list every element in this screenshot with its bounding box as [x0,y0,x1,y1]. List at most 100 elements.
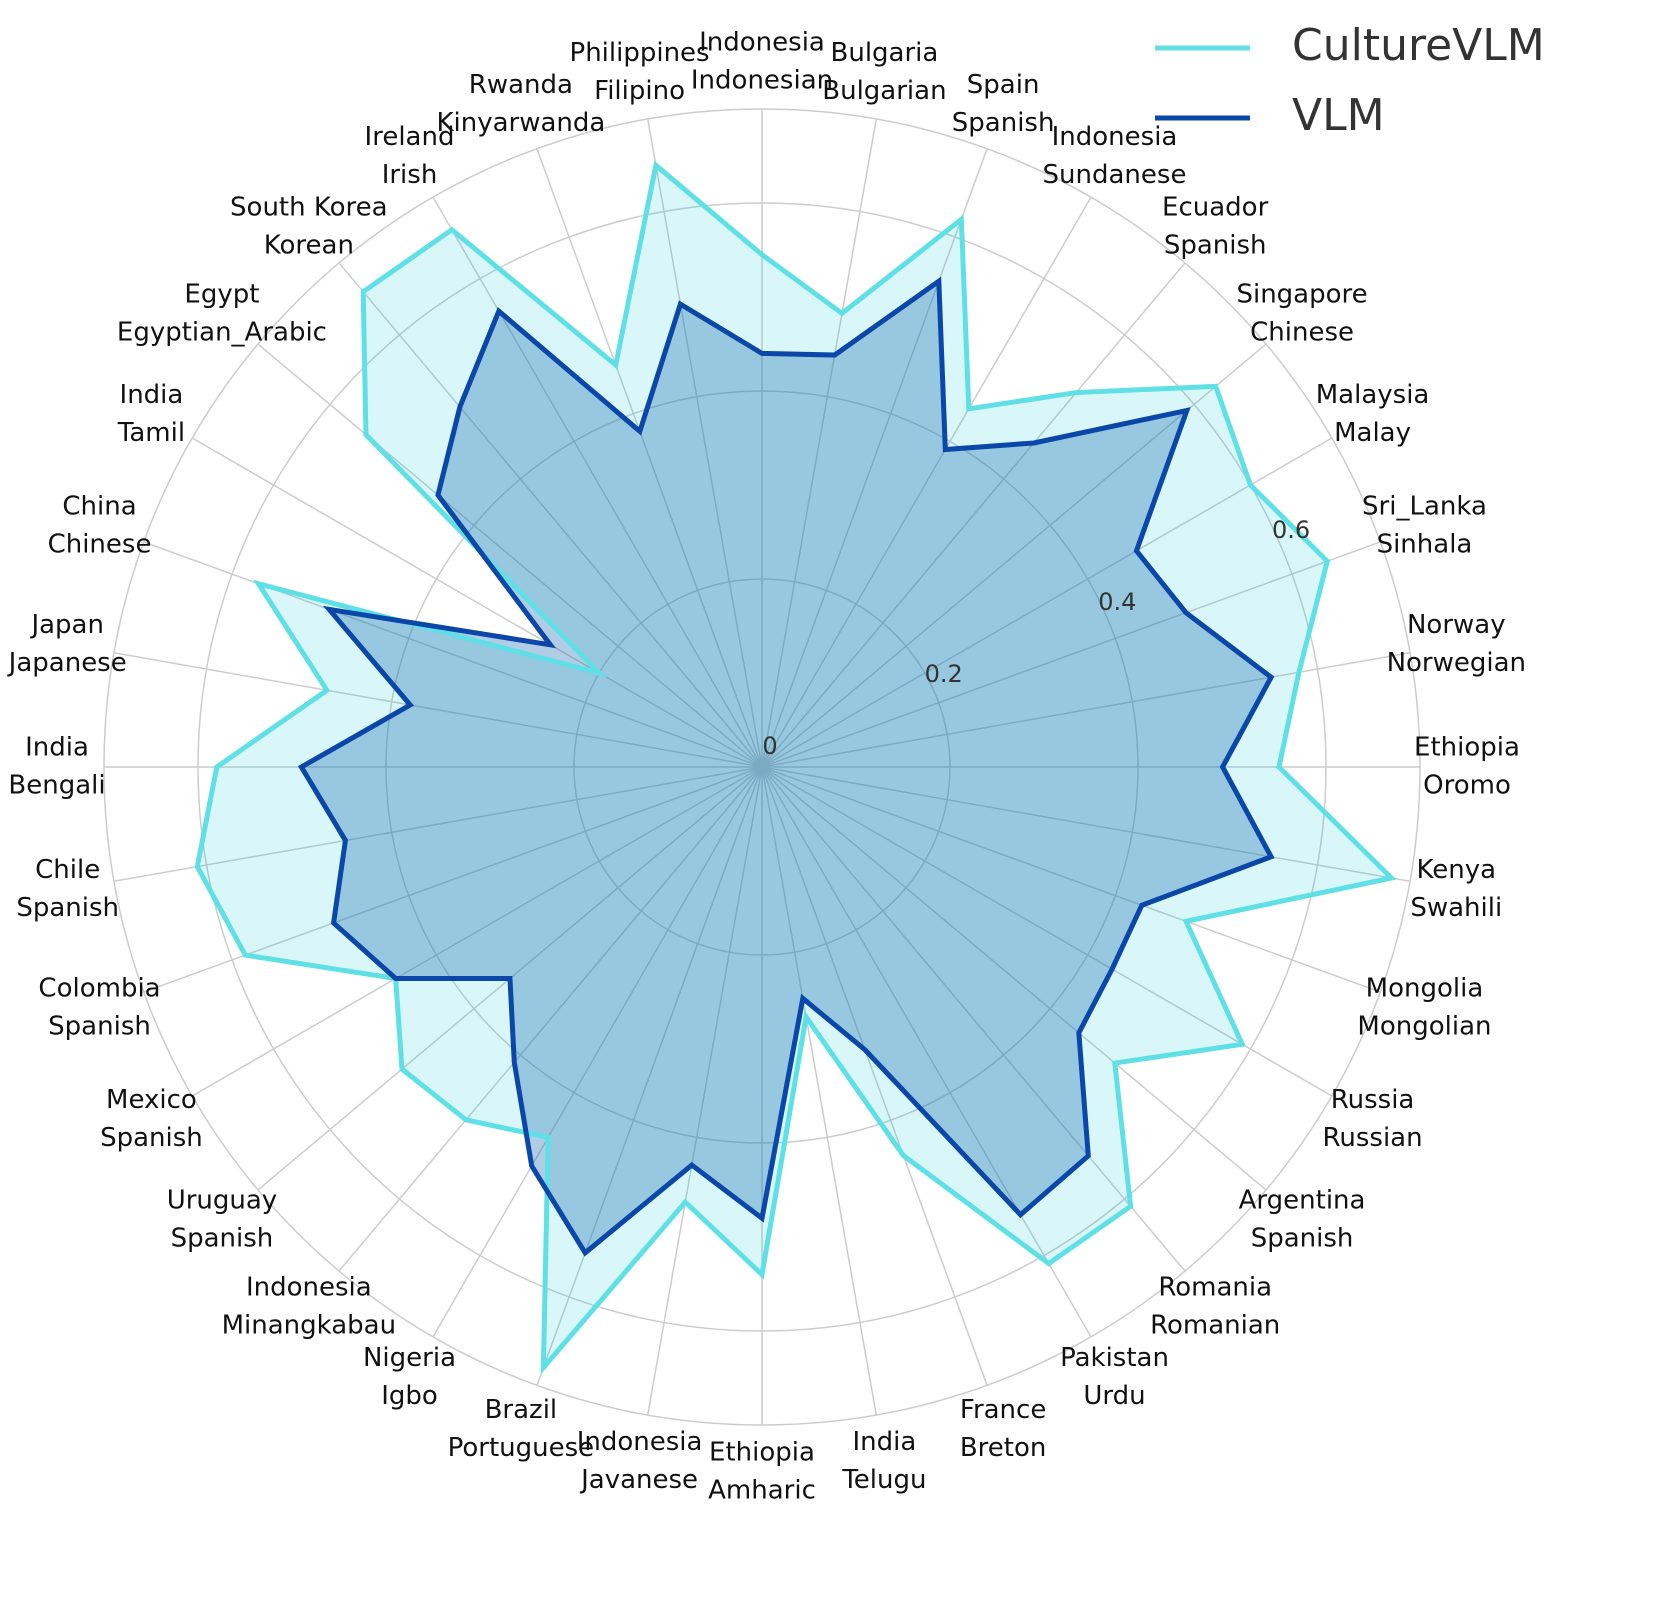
category-label: France [960,1395,1046,1425]
category-label: Argentina [1239,1186,1366,1216]
category-label: Minangkabau [222,1311,397,1341]
spoke [761,196,1092,768]
spoke [191,437,763,768]
category-label: Chinese [48,529,152,559]
spoke [761,766,1381,993]
spoke [143,541,763,768]
area [197,165,1392,1368]
category-label: Sinhala [1377,529,1473,559]
category-label: Indonesia [699,28,825,58]
spoke [761,118,877,768]
category-label: Indonesia [577,1427,703,1457]
spoke [761,343,1267,768]
category-label: Swahili [1410,893,1502,923]
category-label: Spanish [171,1224,274,1254]
category-label: Nigeria [363,1343,456,1373]
category-label: Norway [1407,610,1506,640]
spoke [761,262,1186,768]
category-label: Brazil [485,1395,558,1425]
category-label: India [853,1427,917,1457]
category-label: Portuguese [448,1433,595,1463]
spoke [257,343,763,768]
spoke [432,196,763,768]
category-label: Spain [967,70,1040,100]
spoke [761,437,1333,768]
spoke [761,766,1267,1191]
spoke [761,766,1333,1097]
r-tick-label: 0.6 [1272,516,1310,544]
spoke [761,766,988,1386]
category-label: Igbo [381,1381,438,1411]
spoke [536,766,763,1386]
category-label: Breton [960,1433,1047,1463]
category-label: Spanish [100,1123,203,1153]
category-label: Bulgarian [822,76,946,106]
category-label: Sundanese [1043,160,1187,190]
legend-label: CultureVLM [1292,20,1545,71]
category-label: India [120,380,184,410]
spoke [761,766,1092,1338]
category-label: Indonesia [1052,122,1178,152]
spoke [647,766,763,1416]
category-label: Ethiopia [709,1438,815,1468]
category-label: Kinyarwanda [436,108,605,138]
category-label: Kenya [1417,855,1497,885]
category-label: Chinese [1250,317,1354,347]
category-label: Malay [1334,418,1411,448]
spoke [338,262,763,768]
category-label: Mongolian [1357,1012,1491,1042]
category-label: Korean [264,230,354,260]
category-label: Irish [382,160,438,190]
category-label: Colombia [38,974,160,1004]
category-label: Pakistan [1060,1343,1169,1373]
category-label: Russia [1331,1085,1415,1115]
category-label: Tamil [117,418,185,448]
category-label: Romania [1158,1273,1272,1303]
category-label: Egyptian_Arabic [117,317,327,347]
spoke [761,148,988,768]
category-label: Bulgaria [831,38,939,68]
category-label: Javanese [579,1465,698,1495]
spoke [647,118,763,768]
category-label: Philippines [570,38,710,68]
category-label: Malaysia [1316,380,1430,410]
spoke [761,652,1411,768]
category-label: Telugu [841,1465,926,1495]
spoke [338,766,763,1272]
category-label: Egypt [184,279,259,309]
legend-label: VLM [1292,90,1385,141]
category-label: Ethiopia [1414,733,1520,763]
category-label: Sri_Lanka [1362,491,1487,521]
category-label: Filipino [594,76,685,106]
category-label: Mexico [106,1085,197,1115]
category-label: Mongolia [1366,974,1484,1004]
spoke [761,766,1186,1272]
category-label: Japan [29,610,104,640]
category-label: China [62,491,136,521]
category-label: South Korea [230,192,388,222]
category-label: Rwanda [469,70,573,100]
category-label: Spanish [1164,230,1267,260]
r-tick-label: 0.4 [1098,588,1136,616]
spoke [761,541,1381,768]
category-label: Japanese [7,648,127,678]
r-tick-label: 0.2 [925,660,963,688]
category-label: Singapore [1236,279,1367,309]
category-label: India [25,733,89,763]
category-label: Russian [1322,1123,1422,1153]
category-label: Spanish [16,893,119,923]
spoke [113,652,763,768]
spoke [761,766,877,1416]
category-label: Norwegian [1387,648,1526,678]
category-label: Ecuador [1162,192,1269,222]
category-label: Amharic [708,1476,816,1506]
category-label: Romanian [1150,1311,1280,1341]
area [301,281,1272,1253]
category-label: Spanish [48,1012,151,1042]
spoke [761,766,1411,882]
category-label: Ireland [365,122,455,152]
line [194,160,1397,1375]
category-label: Urdu [1083,1381,1145,1411]
category-label: Bengali [8,771,105,801]
